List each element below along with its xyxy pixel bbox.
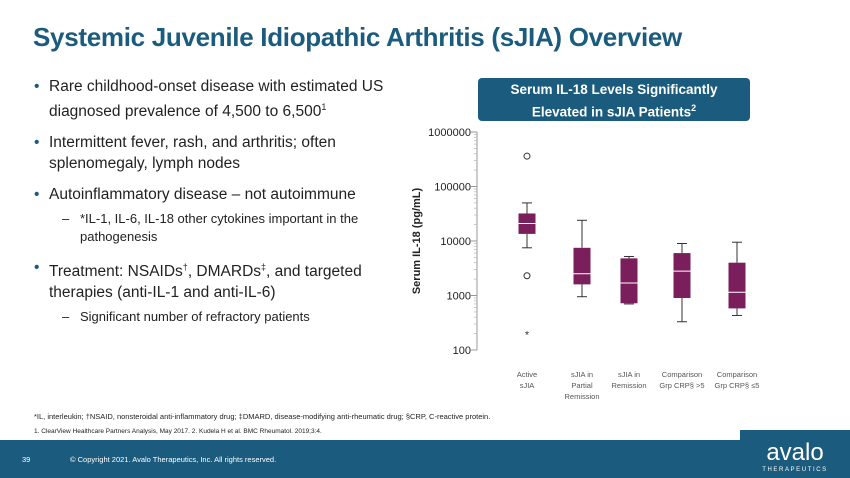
footer-bar: 39 © Copyright 2021. Avalo Therapeutics,… — [0, 440, 850, 478]
x-category-label: sJIA in — [618, 370, 640, 379]
x-category-label: Comparison — [717, 370, 757, 379]
extreme-outlier-marker: * — [525, 330, 530, 342]
bullet-symptoms: Intermittent fever, rash, and arthritis;… — [34, 132, 384, 174]
sub-bullet-cytokines: *IL-1, IL-6, IL-18 other cytokines impor… — [34, 210, 384, 246]
x-category-label: sJIA in — [571, 370, 593, 379]
x-category-label: Comparison — [662, 370, 702, 379]
y-tick-label: 10000 — [440, 236, 471, 248]
chart-header-line2-text: Elevated in sJIA Patients — [531, 104, 692, 120]
dagger-sup: † — [182, 262, 188, 273]
treatment-text-2: , DMARDs — [187, 263, 262, 281]
chart-header-line1: Serum IL-18 Levels Significantly — [510, 82, 718, 97]
box-iqr — [673, 253, 691, 298]
y-tick-label: 1000 — [447, 291, 471, 303]
bullet-autoinflammatory: Autoinflammatory disease – not autoimmun… — [34, 184, 384, 205]
y-tick-label: 1000000 — [428, 127, 471, 139]
copyright-text: © Copyright 2021. Avalo Therapeutics, In… — [70, 455, 277, 464]
x-category-label: Grp CRP§ >5 — [659, 381, 704, 390]
footnote-references: 1. ClearView Healthcare Partners Analysi… — [34, 428, 322, 435]
bullet-list: Rare childhood-onset disease with estima… — [34, 76, 384, 337]
x-category-label: Partial — [571, 381, 593, 390]
x-category-label: Remission — [611, 381, 646, 390]
footnote-abbreviations: *IL, interleukin; †NSAID, nonsteroidal a… — [34, 412, 491, 421]
ref-sup: 1 — [321, 102, 327, 112]
chart-header: Serum IL-18 Levels Significantly Elevate… — [478, 78, 750, 121]
treatment-text-1: Treatment: NSAIDs — [49, 263, 183, 281]
x-category-label: Remission — [564, 392, 599, 401]
bullet-prevalence: Rare childhood-onset disease with estima… — [34, 76, 384, 122]
double-dagger-sup: ‡ — [261, 262, 267, 273]
x-category-label: Active — [517, 370, 537, 379]
box-iqr — [620, 258, 638, 304]
chart-header-line2: Elevated in sJIA Patients2 — [478, 99, 750, 122]
outlier-point — [523, 152, 531, 160]
bullet-prevalence-text: Rare childhood-onset disease with estima… — [49, 78, 384, 121]
box-iqr — [728, 262, 746, 309]
y-tick-label: 100000 — [434, 182, 471, 194]
avalo-logo: avalo THERAPEUTICS — [755, 436, 835, 474]
slide-title: Systemic Juvenile Idiopathic Arthritis (… — [33, 22, 682, 52]
sub-bullet-refractory: Significant number of refractory patient… — [34, 308, 384, 326]
x-category-label: Grp CRP§ ≤5 — [715, 381, 760, 390]
boxplot-chart: 1000000 100000 10000 1000 100 Serum IL-18 (pg… — [411, 127, 760, 401]
logo-wordmark: avalo — [766, 439, 824, 466]
outlier-point — [523, 272, 531, 280]
y-tick-label: 100 — [453, 345, 471, 357]
chart-header-sup: 2 — [691, 103, 697, 113]
page-number: 39 — [22, 455, 31, 464]
bullet-treatment: Treatment: NSAIDs†, DMARDs‡, and targete… — [34, 257, 384, 303]
logo-subtitle: THERAPEUTICS — [762, 467, 828, 473]
treatment-text-3: , and targeted therapies (anti-IL-1 and … — [49, 263, 362, 302]
box-iqr — [573, 247, 591, 285]
y-axis-label: Serum IL-18 (pg/mL) — [411, 187, 423, 294]
x-category-label: sJIA — [520, 381, 535, 390]
